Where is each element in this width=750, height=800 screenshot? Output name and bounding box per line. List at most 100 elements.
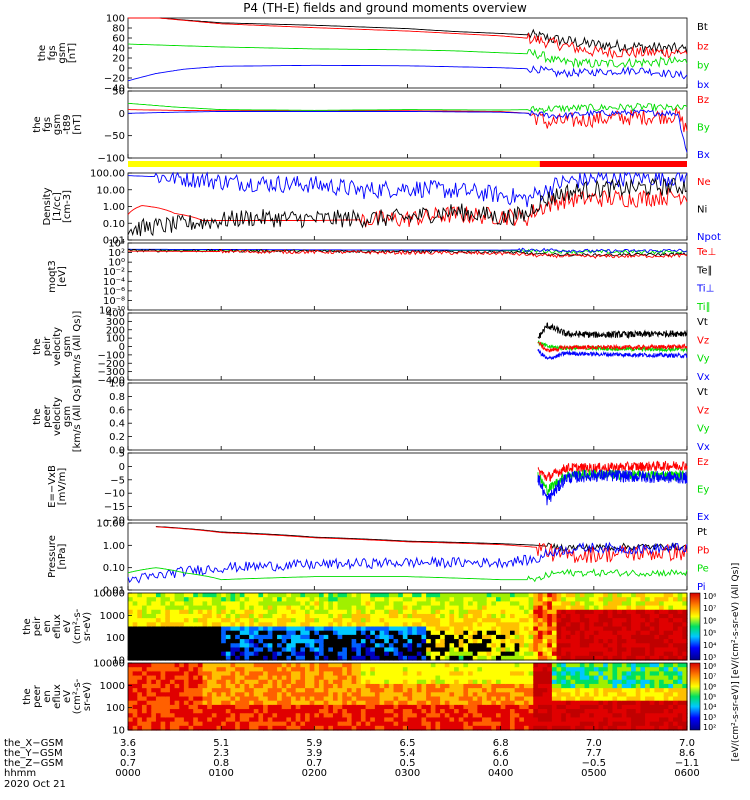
spectrogram-cell <box>477 655 483 661</box>
spectrogram-cell <box>277 605 283 611</box>
spectrogram-cell <box>649 651 655 657</box>
spectrogram-cell <box>584 696 590 702</box>
spectrogram-cell <box>412 709 418 714</box>
spectrogram-cell <box>183 647 190 653</box>
spectrogram-cell <box>430 639 437 644</box>
spectrogram-cell <box>416 630 423 636</box>
spectrogram-cell <box>202 651 208 657</box>
spectrogram-cell <box>589 634 595 640</box>
spectrogram-cell <box>542 667 548 672</box>
y-axis-label: the fgs gsm [nT] <box>37 42 78 63</box>
spectrogram-cell <box>607 601 614 607</box>
spectrogram-cell <box>393 626 399 632</box>
spectrogram-cell <box>291 713 297 719</box>
spectrogram-cell <box>328 626 334 632</box>
spectrogram-cell <box>412 630 418 636</box>
spectrogram-cell <box>575 647 581 653</box>
spectrogram-cell <box>612 709 618 714</box>
spectrogram-cell <box>444 679 451 685</box>
spectrogram-cell <box>663 683 669 689</box>
spectrogram-cell <box>239 622 246 628</box>
spectrogram-cell <box>589 626 595 632</box>
figure-title: P4 (TH-E) fields and ground moments over… <box>243 1 527 15</box>
spectrogram-cell <box>523 696 530 702</box>
spectrogram-cell <box>286 721 292 727</box>
spectrogram-cell <box>332 618 339 623</box>
spectrogram-cell <box>654 713 660 719</box>
x-row-value: 8.6 <box>679 748 695 759</box>
spectrogram-cell <box>533 651 539 657</box>
spectrogram-cell <box>659 643 665 649</box>
spectrogram-cell <box>528 639 534 644</box>
spectrogram-cell <box>239 651 246 657</box>
spectrogram-cell <box>332 634 339 640</box>
spectrogram-cell <box>668 643 674 649</box>
spectrogram-cell <box>174 605 180 611</box>
spectrogram-cell <box>393 704 399 710</box>
spectrogram-cell <box>449 618 455 623</box>
spectrogram-cell <box>477 709 483 714</box>
spectrogram-cell <box>645 692 651 698</box>
spectrogram-cell <box>342 626 348 632</box>
spectrogram-cell <box>230 605 236 611</box>
spectrogram-cell <box>603 683 609 689</box>
spectrogram-cell <box>258 639 264 644</box>
spectrogram-cell <box>132 663 138 668</box>
spectrogram-cell <box>141 622 148 628</box>
spectrogram-cell <box>374 717 381 723</box>
spectrogram-cell <box>374 626 381 632</box>
spectrogram-cell <box>631 671 637 677</box>
spectrogram-cell <box>607 683 614 689</box>
spectrogram-cell <box>370 721 376 727</box>
spectrogram-cell <box>332 700 339 706</box>
spectrogram-cell <box>305 651 311 657</box>
spectrogram-cell <box>649 593 655 598</box>
spectrogram-cell <box>468 688 474 693</box>
spectrogram-cell <box>407 630 413 636</box>
spectrogram-cell <box>309 643 315 649</box>
spectrogram-cell <box>374 630 381 636</box>
spectrogram-cell <box>514 663 520 668</box>
spectrogram-cell <box>277 704 283 710</box>
spectrogram-cell <box>561 618 567 623</box>
spectrogram-cell <box>360 622 367 628</box>
legend-entry: Ez <box>697 457 709 468</box>
spectrogram-cell <box>500 671 506 677</box>
spectrogram-cell <box>360 675 367 681</box>
y-tick-label: 100 <box>106 703 125 714</box>
spectrogram-cell <box>160 709 166 714</box>
spectrogram-cell <box>556 713 562 719</box>
spectrogram-cell <box>468 713 474 719</box>
spectrogram-cell <box>500 626 506 632</box>
y-axis-label-line: [nT] <box>67 43 78 63</box>
spectrogram-cell <box>523 613 530 619</box>
spectrogram-cell <box>589 622 595 628</box>
spectrogram-cell <box>151 663 157 668</box>
spectrogram-cell <box>593 713 600 719</box>
spectrogram-cell <box>659 630 665 636</box>
spectrogram-cell <box>286 655 292 661</box>
spectrogram-cell <box>491 618 497 623</box>
spectrogram-cell <box>141 597 148 602</box>
spectrogram-cell <box>230 683 236 689</box>
spectrogram-cell <box>365 721 371 727</box>
spectrogram-cell <box>537 630 544 636</box>
spectrogram-cell <box>128 626 134 632</box>
spectrogram-cell <box>263 618 269 623</box>
spectrogram-cell <box>561 721 567 727</box>
spectrogram-cell <box>193 601 199 607</box>
spectrogram-cell <box>421 696 427 702</box>
spectrogram-cell <box>579 688 586 693</box>
spectrogram-cell <box>328 667 334 672</box>
spectrogram-cell <box>430 593 437 598</box>
spectrogram-cell <box>141 671 148 677</box>
spectrogram-cell <box>649 671 655 677</box>
spectrogram-cell <box>612 655 618 661</box>
spectrogram-cell <box>621 613 628 619</box>
spectrogram-cell <box>584 605 590 611</box>
spectrogram-cell <box>477 725 483 731</box>
spectrogram-cell <box>225 651 232 657</box>
spectrogram-cell <box>267 651 274 657</box>
